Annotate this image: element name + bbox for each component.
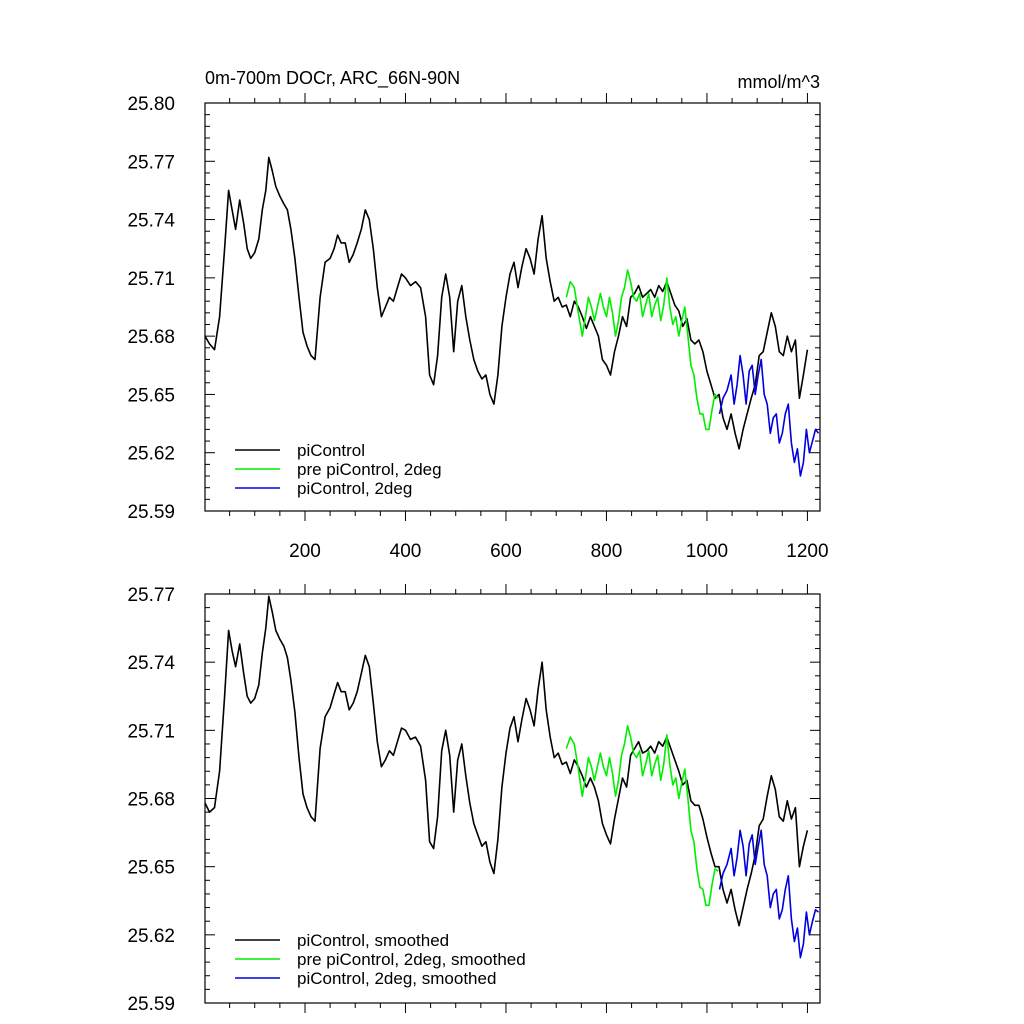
top-series-group xyxy=(204,156,820,477)
bottom-y-axis: 25.59 25.62 25.65 25.68 25.71 25.74 25.77 xyxy=(127,585,820,1015)
x-tick-label: 1200 xyxy=(786,541,828,562)
y-tick-label: 25.71 xyxy=(127,269,175,290)
bottom-panel: 25.59 25.62 25.65 25.68 25.71 25.74 25.77 piCo… xyxy=(127,584,821,1015)
legend-label-0: piControl xyxy=(297,441,365,460)
y-tick-label: 25.59 xyxy=(127,994,175,1015)
bottom-minor-ticks xyxy=(205,589,820,1008)
y-tick-label: 25.74 xyxy=(127,653,175,674)
legend-label-2: piControl, 2deg, smoothed xyxy=(297,969,496,988)
legend-label-1: pre piControl, 2deg, smoothed xyxy=(297,950,526,969)
y-tick-label: 25.77 xyxy=(127,585,175,606)
legend-label-1: pre piControl, 2deg xyxy=(297,460,442,479)
y-tick-label: 25.59 xyxy=(127,502,175,523)
y-tick-label: 25.62 xyxy=(127,444,175,465)
series-line-0 xyxy=(204,156,809,450)
legend-label-2: piControl, 2deg xyxy=(297,479,412,498)
bottom-series-group xyxy=(204,595,819,959)
top-x-axis: 200 400 600 800 1000 1200 xyxy=(289,93,829,562)
units-label: mmol/m^3 xyxy=(738,72,820,92)
y-tick-label: 25.62 xyxy=(127,926,175,947)
y-tick-label: 25.74 xyxy=(127,211,175,232)
series-line-1 xyxy=(565,269,719,431)
x-tick-label: 1000 xyxy=(686,541,728,562)
x-tick-label: 800 xyxy=(591,541,623,562)
legend-label-0: piControl, smoothed xyxy=(297,931,449,950)
y-tick-label: 25.77 xyxy=(127,152,175,173)
bottom-x-axis xyxy=(304,584,808,1013)
x-tick-label: 400 xyxy=(390,541,422,562)
top-y-axis: 25.59 25.62 25.65 25.68 25.71 25.74 25.77 25.80 xyxy=(127,94,820,523)
y-tick-label: 25.68 xyxy=(127,790,175,811)
y-tick-label: 25.65 xyxy=(127,385,175,406)
x-tick-label: 600 xyxy=(490,541,522,562)
y-tick-label: 25.80 xyxy=(127,94,175,115)
x-tick-label: 200 xyxy=(289,541,321,562)
chart-title: 0m-700m DOCr, ARC_66N-90N xyxy=(205,68,460,89)
series-line-2 xyxy=(718,829,819,959)
y-tick-label: 25.65 xyxy=(127,858,175,879)
top-plot-frame xyxy=(204,102,821,512)
series-line-1 xyxy=(565,725,719,907)
y-tick-label: 25.71 xyxy=(127,721,175,742)
series-line-2 xyxy=(718,354,820,477)
series-line-0 xyxy=(204,595,809,927)
y-tick-label: 25.68 xyxy=(127,327,175,348)
top-panel: 0m-700m DOCr, ARC_66N-90N mmol/m^3 25.59… xyxy=(127,68,828,562)
